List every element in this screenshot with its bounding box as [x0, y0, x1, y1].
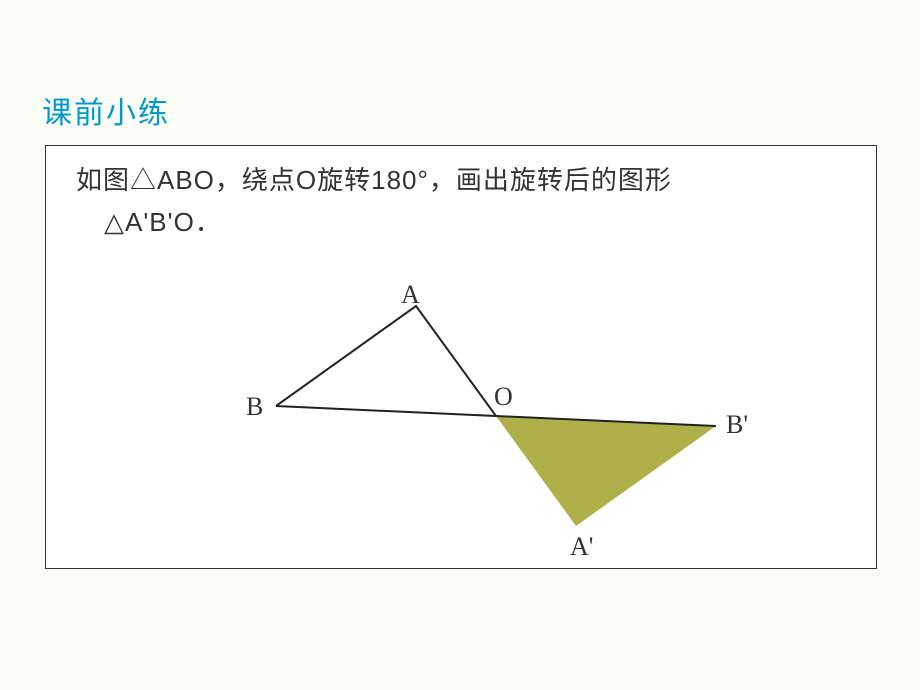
geometry-diagram: A B O B' A'	[196, 286, 756, 556]
label-b: B	[246, 392, 263, 422]
problem-line-1: 如图△ABO，绕点O旋转180°，画出旋转后的图形	[76, 160, 672, 202]
label-o: O	[494, 382, 513, 412]
content-frame: 如图△ABO，绕点O旋转180°，画出旋转后的图形 △A'B'O． A B O …	[45, 145, 877, 569]
problem-statement: 如图△ABO，绕点O旋转180°，画出旋转后的图形 △A'B'O．	[76, 160, 672, 243]
label-b-prime: B'	[726, 410, 748, 440]
label-a-prime: A'	[570, 532, 593, 562]
triangle-original	[276, 306, 496, 416]
section-title: 课前小练	[42, 88, 170, 132]
problem-line-2: △A'B'O．	[104, 202, 672, 244]
triangle-rotated	[496, 416, 716, 526]
diagram-svg	[196, 286, 756, 556]
label-a: A	[401, 280, 420, 310]
